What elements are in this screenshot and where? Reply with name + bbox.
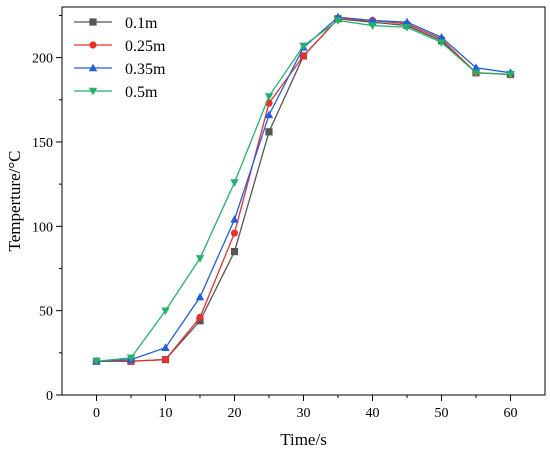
data-point (299, 42, 308, 51)
data-point (195, 255, 205, 263)
legend-marker (88, 63, 98, 72)
data-point (437, 39, 446, 47)
data-point (471, 63, 481, 71)
legend-item: 0.5m (74, 84, 158, 101)
data-point (402, 17, 412, 26)
data-point (230, 179, 239, 187)
legend-label: 0.5m (125, 84, 158, 101)
y-tick-label: 100 (32, 220, 53, 235)
data-point (161, 343, 170, 351)
axes: 0 10 20 30 40 50 60 0 50 100 150 200 (32, 6, 546, 421)
data-point (506, 71, 515, 79)
legend-label: 0.25m (125, 38, 166, 55)
data-point (161, 307, 170, 316)
x-tick-label: 60 (504, 406, 518, 421)
legend-item: 0.35m (74, 61, 166, 78)
legend-label: 0.35m (125, 61, 166, 78)
x-tick-label: 10 (159, 406, 173, 421)
legend: 0.1m 0.25m 0.35m 0.5m (74, 15, 166, 101)
data-point (264, 93, 274, 101)
data-point (126, 354, 136, 363)
data-point (195, 292, 205, 301)
data-point (437, 32, 446, 41)
legend-marker (89, 18, 97, 26)
data-point (264, 110, 274, 119)
x-tick-label: 30 (297, 406, 311, 421)
data-point (92, 358, 101, 366)
legend-item: 0.25m (74, 38, 166, 55)
data-point (333, 17, 343, 25)
y-tick-label: 200 (32, 52, 53, 67)
data-point (402, 24, 412, 32)
data-point (265, 128, 273, 136)
data-point (230, 248, 239, 256)
y-tick-label: 0 (46, 389, 53, 404)
y-tick-label: 50 (39, 305, 53, 320)
legend-marker (88, 87, 98, 96)
data-point (368, 22, 377, 30)
x-axis-title: Time/s (280, 430, 327, 449)
data-point (299, 52, 308, 60)
series-layer (92, 12, 515, 366)
x-tick-label: 0 (93, 406, 100, 421)
x-tick-label: 40 (366, 406, 380, 421)
data-point (368, 16, 377, 24)
x-tick-label: 50 (435, 406, 449, 421)
y-tick-label: 150 (32, 136, 53, 151)
y-axis-title: Temperture/°C (5, 151, 24, 252)
data-point (471, 69, 481, 78)
data-point (230, 229, 239, 237)
data-point (230, 215, 239, 223)
series-0-5m (92, 17, 515, 366)
legend-label: 0.1m (125, 15, 158, 32)
legend-item: 0.1m (74, 15, 158, 32)
data-point (161, 355, 170, 364)
x-tick-label: 20 (228, 406, 242, 421)
legend-marker (89, 41, 97, 49)
data-point (196, 313, 204, 321)
